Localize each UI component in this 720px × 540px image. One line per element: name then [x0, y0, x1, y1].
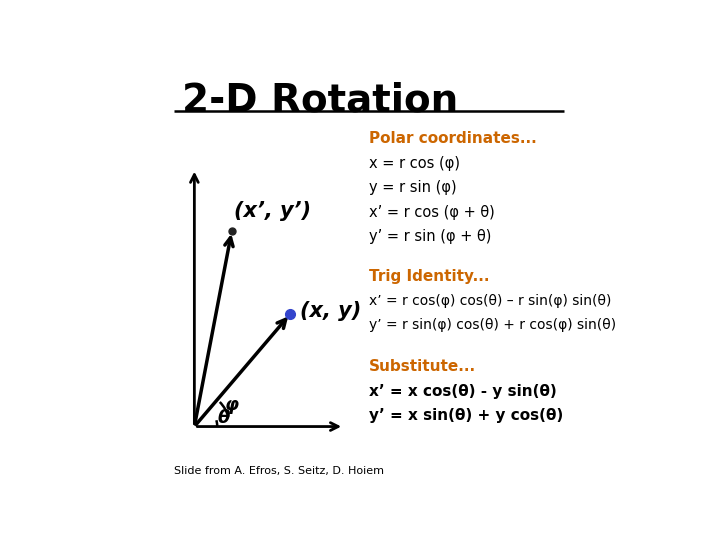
Text: y’ = r sin (φ + θ): y’ = r sin (φ + θ): [369, 228, 491, 244]
Text: x’ = r cos (φ + θ): x’ = r cos (φ + θ): [369, 205, 495, 219]
Text: Polar coordinates...: Polar coordinates...: [369, 131, 536, 146]
Text: Slide from A. Efros, S. Seitz, D. Hoiem: Slide from A. Efros, S. Seitz, D. Hoiem: [174, 467, 384, 476]
Text: θ: θ: [217, 409, 230, 427]
Text: x’ = x cos(θ) - y sin(θ): x’ = x cos(θ) - y sin(θ): [369, 384, 557, 399]
Text: (x’, y’): (x’, y’): [234, 201, 311, 221]
Text: Substitute...: Substitute...: [369, 359, 476, 374]
Text: y’ = x sin(θ) + y cos(θ): y’ = x sin(θ) + y cos(θ): [369, 408, 563, 423]
Text: 2-D Rotation: 2-D Rotation: [182, 82, 458, 119]
Text: Trig Identity...: Trig Identity...: [369, 269, 490, 285]
Text: x’ = r cos(φ) cos(θ) – r sin(φ) sin(θ): x’ = r cos(φ) cos(θ) – r sin(φ) sin(θ): [369, 294, 611, 308]
Text: y = r sin (φ): y = r sin (φ): [369, 180, 456, 195]
Text: x = r cos (φ): x = r cos (φ): [369, 156, 460, 171]
Text: (x, y): (x, y): [300, 301, 361, 321]
Text: φ: φ: [225, 396, 238, 414]
Text: y’ = r sin(φ) cos(θ) + r cos(φ) sin(θ): y’ = r sin(φ) cos(θ) + r cos(φ) sin(θ): [369, 319, 616, 333]
